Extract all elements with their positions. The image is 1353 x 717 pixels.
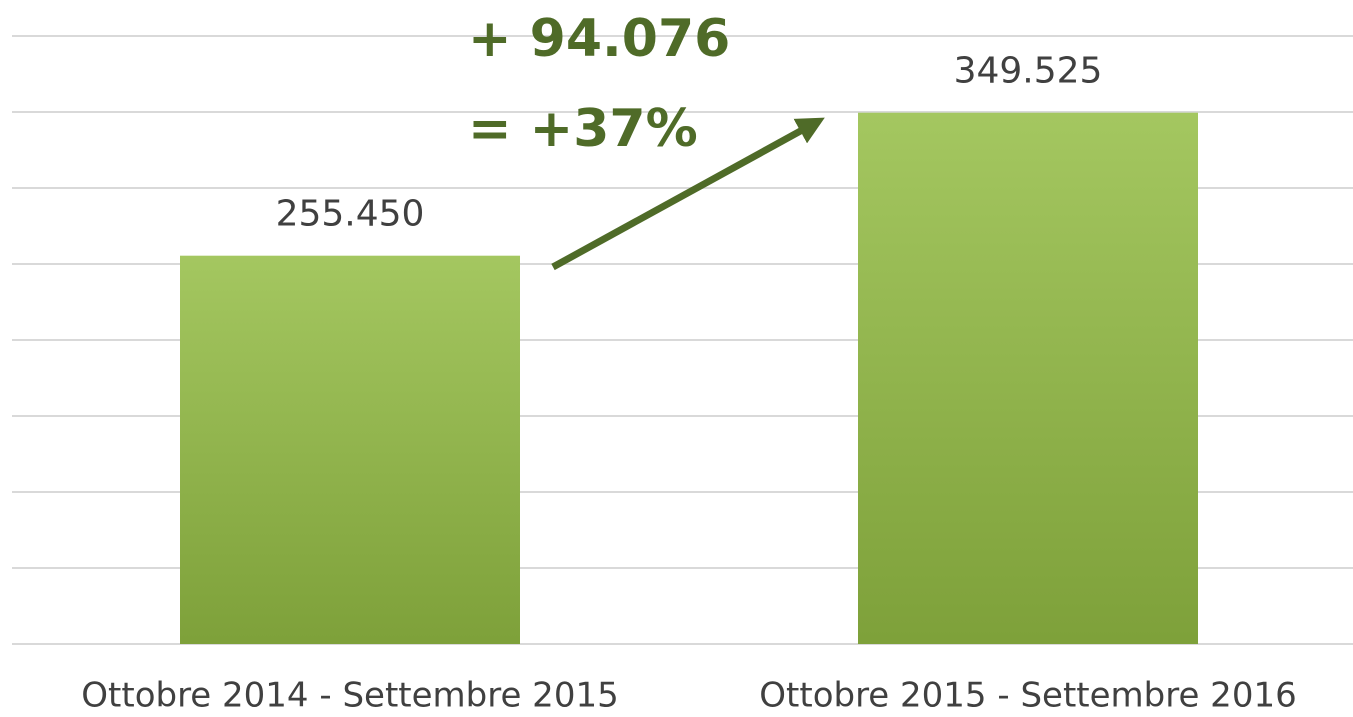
value-label: 255.450	[276, 194, 425, 235]
value-label: 349.525	[954, 51, 1103, 92]
x-tick-label: Ottobre 2014 - Settembre 2015	[81, 676, 618, 716]
arrow	[551, 117, 825, 271]
x-tick-label: Ottobre 2015 - Settembre 2016	[759, 676, 1296, 716]
annotation: + 94.076	[468, 9, 730, 69]
annotation: = +37%	[468, 99, 698, 159]
bar	[858, 112, 1198, 645]
bar	[180, 255, 520, 644]
